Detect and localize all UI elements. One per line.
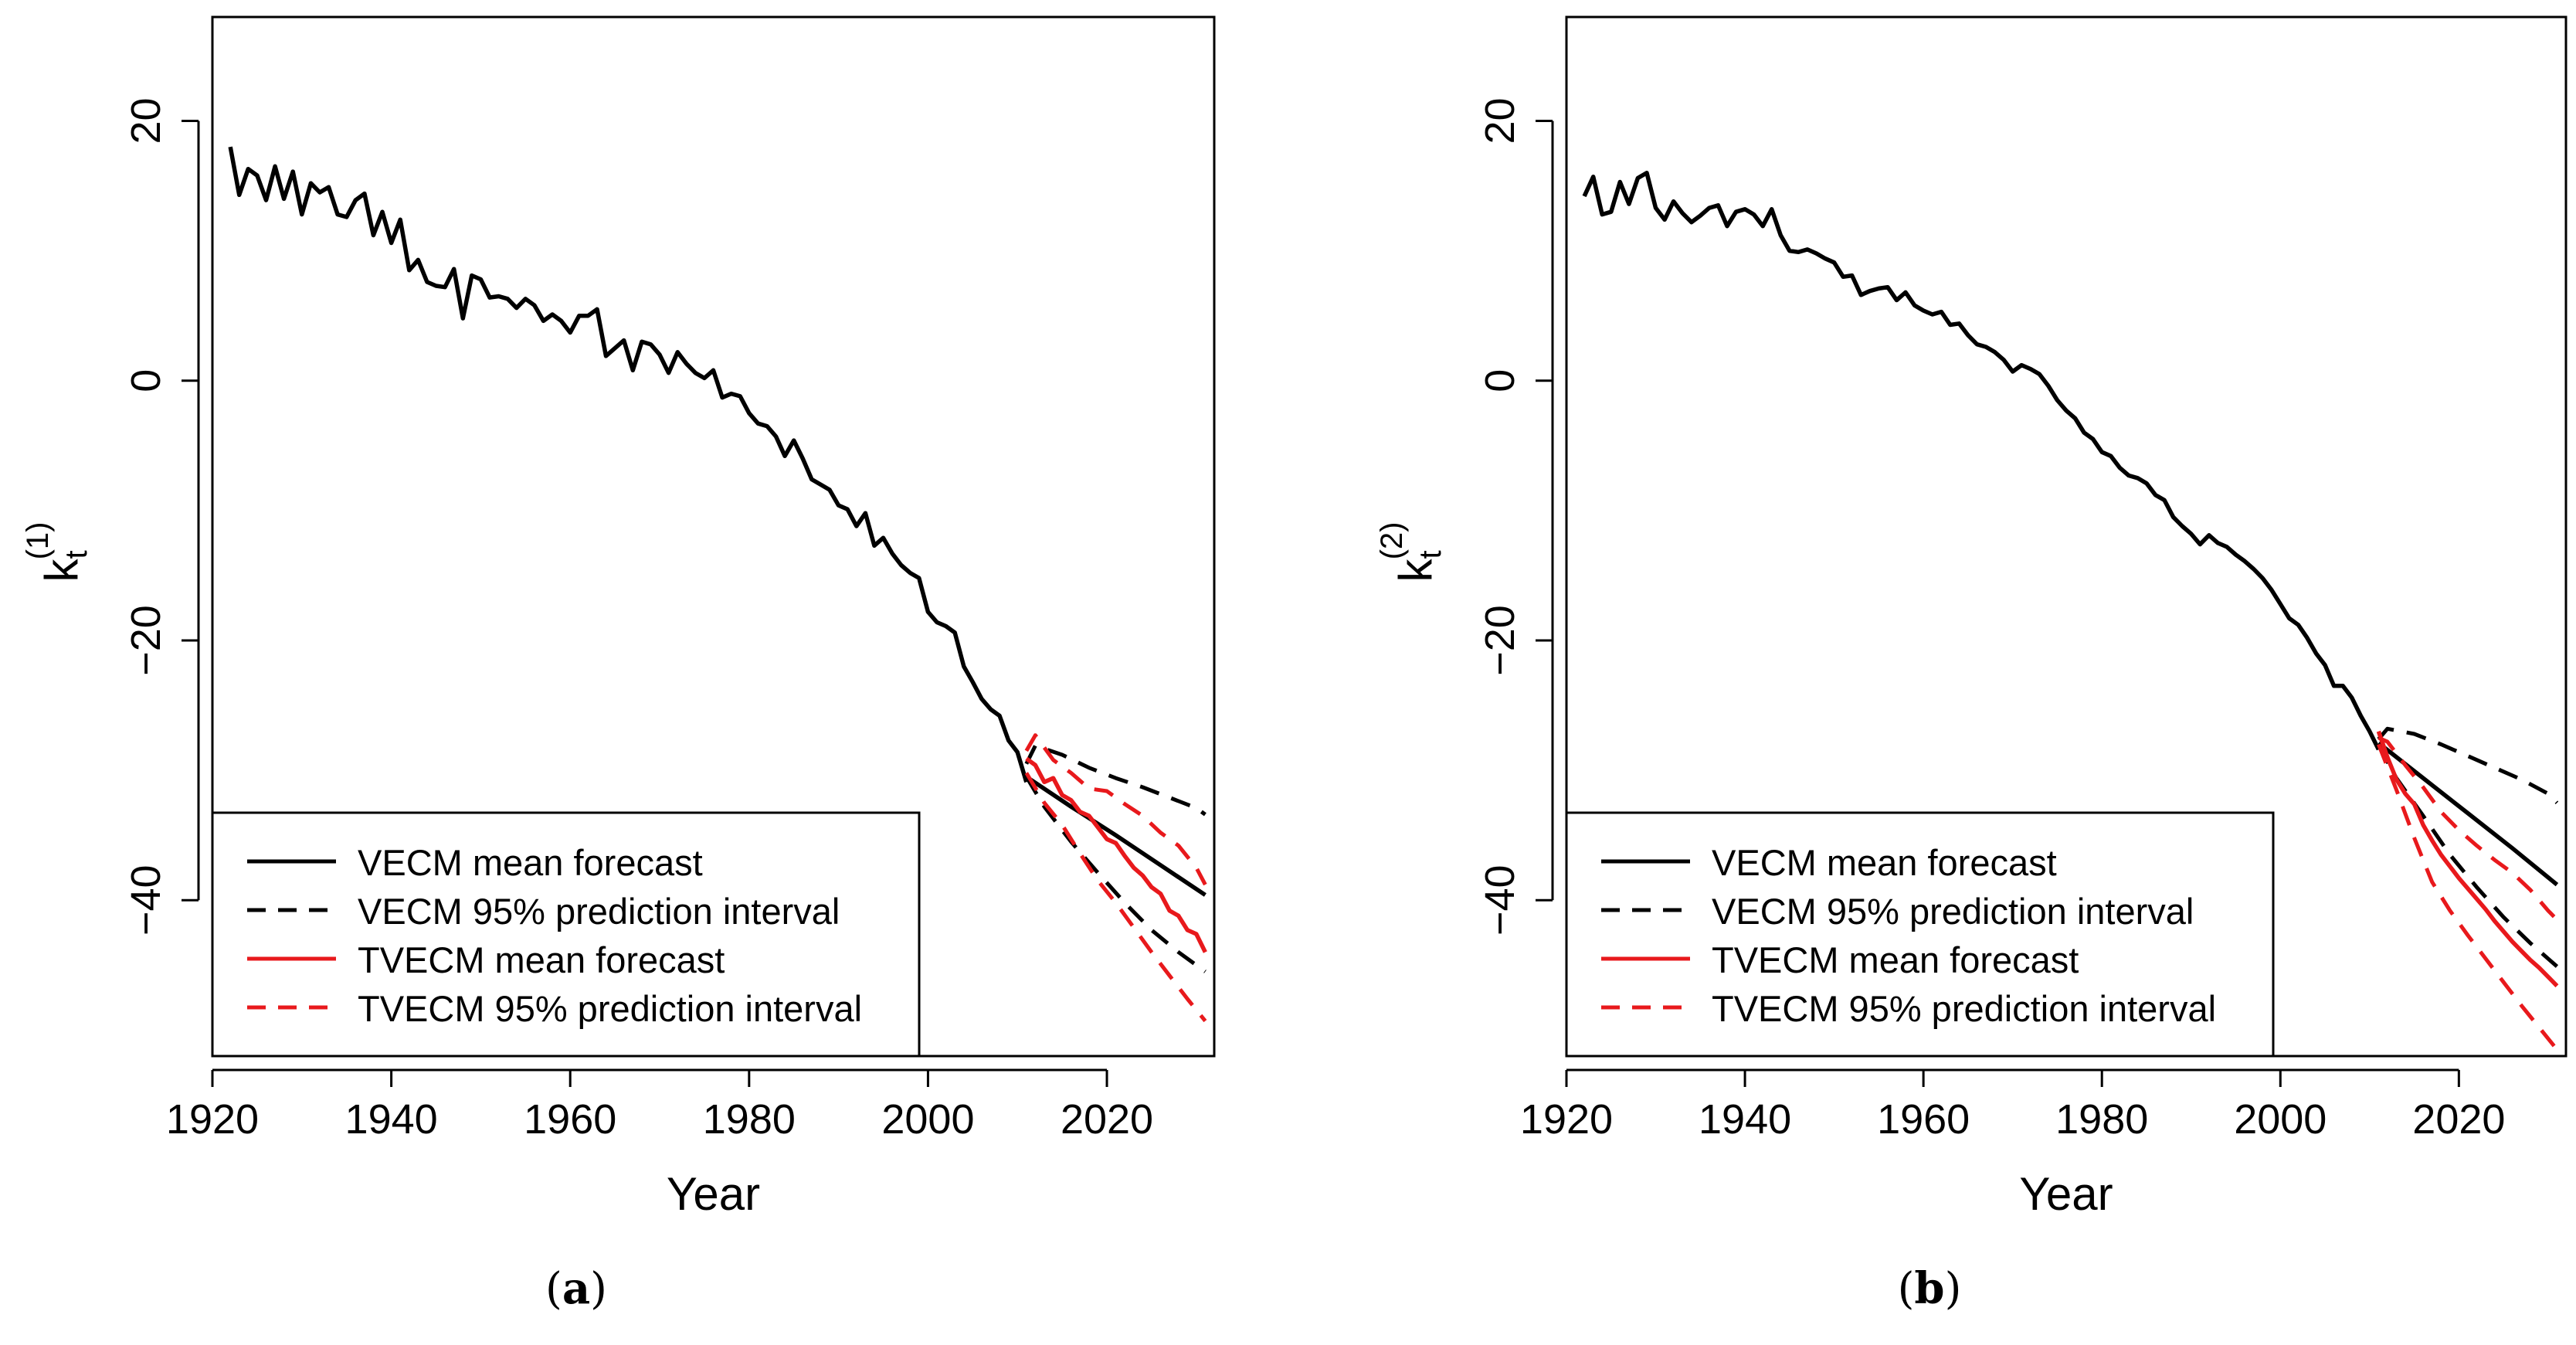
y-tick-label: −20 (123, 605, 169, 676)
legend: VECM mean forecast VECM 95% prediction in… (211, 811, 921, 1058)
panel-label-a: (a) (545, 1263, 607, 1314)
series-line-tvecm-95-prediction-interval-lower- (2377, 743, 2559, 1051)
y-axis-title-sub: t (59, 550, 93, 559)
series-line-tvecm-95-prediction-interval-upper- (2377, 735, 2559, 922)
series-line-historical (1582, 171, 2381, 751)
series-line-tvecm-95-prediction-interval-upper- (1024, 733, 1207, 886)
x-tick-label: 1940 (345, 1096, 438, 1143)
y-tick-label: 0 (123, 369, 169, 392)
legend-entry-label: VECM mean forecast (358, 842, 703, 883)
x-tick-label: 1980 (703, 1096, 796, 1143)
x-tick-label: 2020 (1061, 1096, 1153, 1143)
series-line-tvecm-mean-forecast (1025, 756, 1207, 953)
legend-entry-label: TVECM mean forecast (1712, 939, 2079, 980)
x-tick-label: 1960 (524, 1096, 616, 1143)
legend-entry-label: TVECM 95% prediction interval (1712, 988, 2216, 1029)
y-tick-label: 20 (1477, 97, 1523, 144)
panel-label-b: (b) (1897, 1263, 1962, 1314)
legend-entry-label: TVECM 95% prediction interval (358, 988, 862, 1029)
series-line-vecm-mean-forecast (1025, 775, 1207, 897)
y-axis-title: kt (1) (21, 521, 93, 582)
legend-box (211, 811, 921, 1058)
series-line-vecm-95-prediction-interval-upper- (1024, 743, 1207, 817)
legend-entry-label: VECM 95% prediction interval (1712, 891, 2194, 932)
x-tick-label: 2000 (881, 1096, 974, 1143)
legend-box (1565, 811, 2275, 1058)
x-tick-label: 2000 (2234, 1096, 2327, 1143)
x-axis-title: Year (667, 1168, 760, 1220)
y-tick-label: −20 (1477, 605, 1523, 676)
x-tick-label: 1940 (1699, 1096, 1791, 1143)
x-tick-label: 1980 (2055, 1096, 2148, 1143)
y-axis-title-base: k (1390, 559, 1441, 582)
series-line-tvecm-95-prediction-interval-lower- (1024, 772, 1207, 1023)
series-line-tvecm-mean-forecast (2376, 730, 2559, 988)
series-line-vecm-95-prediction-interval-lower- (1024, 776, 1207, 973)
x-tick-label: 1920 (166, 1096, 259, 1143)
chart-panel-b: 1920 1940 1960 1980 2000 2020 Year 20 0 −20 −40 kt (… (1375, 15, 2568, 1220)
y-axis-title-sup: (1) (21, 521, 55, 559)
y-axis-title-base: k (36, 559, 87, 582)
series-line-historical (228, 146, 1029, 783)
series-line-vecm-95-prediction-interval-upper- (2377, 726, 2559, 804)
legend: VECM mean forecast VECM 95% prediction in… (1565, 811, 2275, 1058)
legend-entry-label: TVECM mean forecast (358, 939, 725, 980)
legend-entry-label: VECM 95% prediction interval (358, 891, 840, 932)
y-tick-label: 0 (1477, 369, 1523, 392)
legend-entry-label: VECM mean forecast (1712, 842, 2057, 883)
y-axis-title-sub: t (1414, 550, 1448, 559)
y-tick-label: −40 (1477, 864, 1523, 936)
y-tick-label: 20 (123, 97, 169, 144)
y-axis-title-sup: (2) (1375, 521, 1409, 559)
x-tick-label: 1960 (1877, 1096, 1970, 1143)
x-tick-label: 1920 (1520, 1096, 1613, 1143)
y-axis-title: kt (2) (1375, 521, 1448, 582)
chart-panel-a: 1920 1940 1960 1980 2000 2020 Year 20 0 −20 −40 kt (… (21, 15, 1216, 1220)
x-axis-title: Year (2019, 1168, 2113, 1220)
y-tick-label: −40 (123, 864, 169, 936)
x-tick-label: 2020 (2412, 1096, 2505, 1143)
